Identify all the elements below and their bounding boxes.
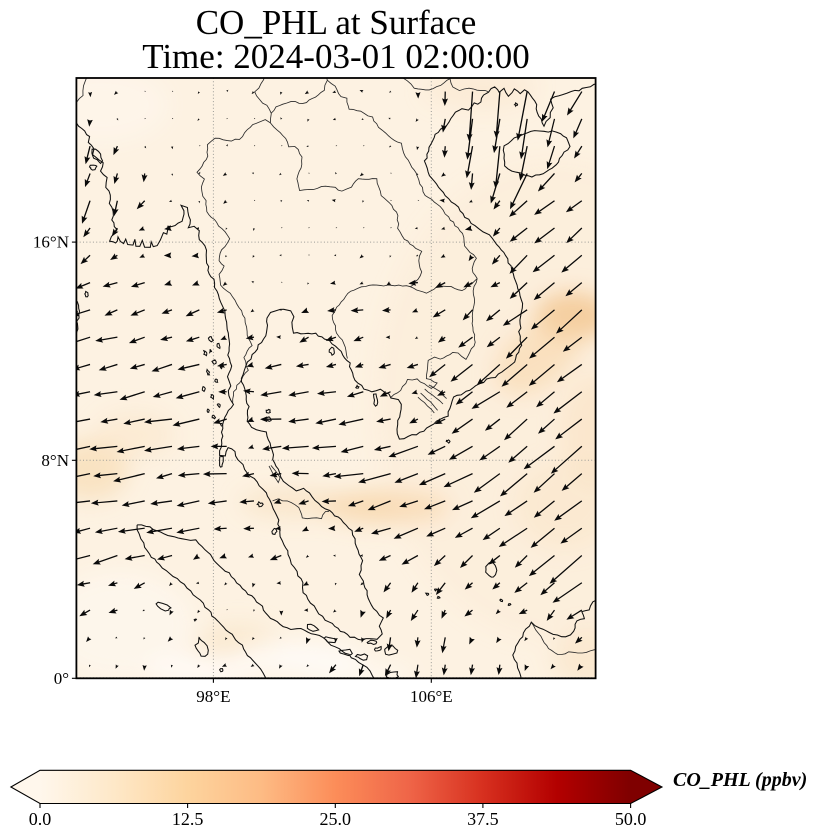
svg-text:Time: 2024-03-01 02:00:00: Time: 2024-03-01 02:00:00 [142, 37, 530, 76]
svg-text:CO_PHL (ppbv): CO_PHL (ppbv) [673, 769, 807, 791]
svg-text:CO_PHL at Surface: CO_PHL at Surface [196, 3, 477, 42]
svg-text:106°E: 106°E [410, 687, 453, 706]
svg-text:98°E: 98°E [196, 687, 230, 706]
svg-text:8°N: 8°N [41, 451, 69, 470]
svg-text:12.5: 12.5 [172, 809, 204, 829]
svg-text:0.0: 0.0 [29, 809, 52, 829]
svg-text:16°N: 16°N [33, 233, 69, 252]
svg-text:50.0: 50.0 [615, 809, 647, 829]
svg-text:0°: 0° [54, 669, 69, 688]
svg-text:25.0: 25.0 [320, 809, 352, 829]
svg-text:37.5: 37.5 [467, 809, 499, 829]
